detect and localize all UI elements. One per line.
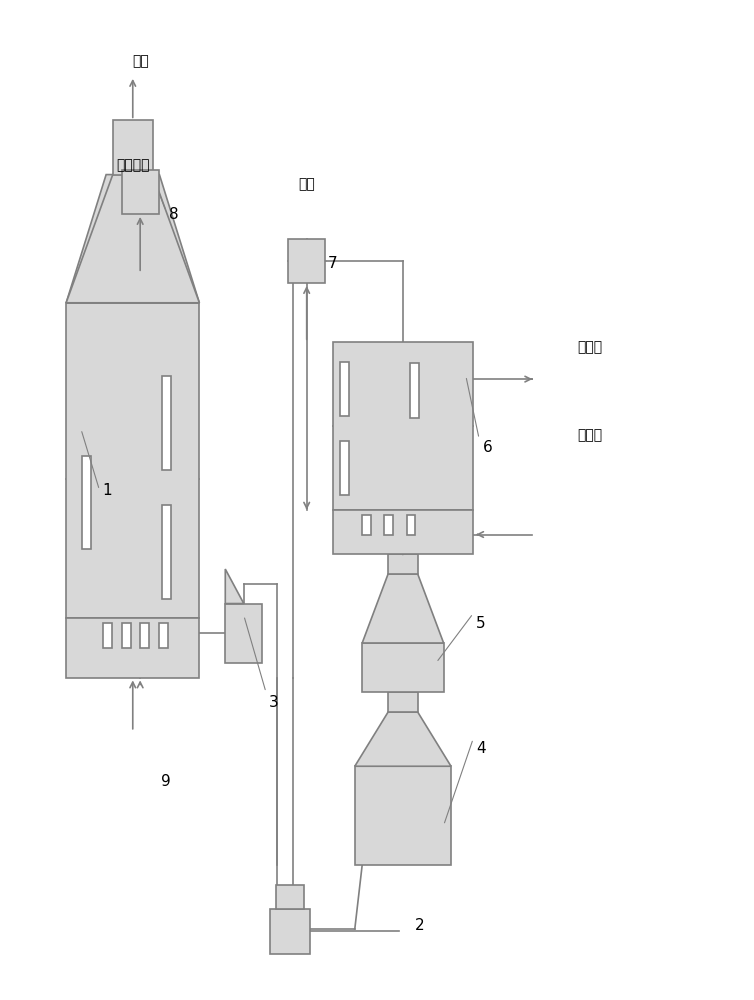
Text: 5: 5 [476, 616, 486, 631]
Text: 2: 2 [415, 918, 425, 934]
FancyBboxPatch shape [103, 623, 112, 648]
Text: 3: 3 [268, 695, 278, 710]
FancyBboxPatch shape [362, 643, 443, 692]
FancyBboxPatch shape [121, 623, 130, 648]
Text: 4: 4 [476, 741, 486, 756]
FancyBboxPatch shape [225, 604, 262, 663]
Text: 载气: 载气 [299, 177, 315, 191]
FancyBboxPatch shape [162, 376, 171, 470]
FancyBboxPatch shape [406, 515, 415, 535]
FancyBboxPatch shape [66, 618, 199, 678]
Text: 有机废气: 有机废气 [116, 158, 149, 172]
Text: 7: 7 [328, 256, 337, 271]
Text: 6: 6 [483, 440, 493, 455]
Polygon shape [66, 175, 199, 303]
Polygon shape [276, 885, 305, 909]
FancyBboxPatch shape [82, 456, 91, 549]
FancyBboxPatch shape [340, 441, 349, 495]
FancyBboxPatch shape [340, 362, 349, 416]
Text: 9: 9 [161, 774, 171, 789]
Polygon shape [225, 569, 244, 604]
FancyBboxPatch shape [288, 239, 325, 283]
Text: 浓缩气: 浓缩气 [577, 428, 602, 442]
FancyBboxPatch shape [66, 303, 199, 618]
Text: 载气: 载气 [132, 54, 149, 68]
Polygon shape [362, 574, 443, 643]
FancyBboxPatch shape [333, 510, 474, 554]
FancyBboxPatch shape [388, 692, 418, 712]
FancyBboxPatch shape [121, 170, 158, 214]
FancyBboxPatch shape [388, 554, 418, 574]
Text: 1: 1 [102, 483, 112, 498]
Polygon shape [390, 519, 416, 554]
FancyBboxPatch shape [355, 766, 451, 865]
FancyBboxPatch shape [162, 505, 171, 599]
FancyBboxPatch shape [158, 623, 167, 648]
Text: 吹扫气: 吹扫气 [577, 340, 602, 354]
Polygon shape [66, 175, 199, 303]
FancyBboxPatch shape [362, 515, 371, 535]
FancyBboxPatch shape [113, 120, 153, 175]
FancyBboxPatch shape [140, 623, 149, 648]
FancyBboxPatch shape [385, 515, 394, 535]
FancyBboxPatch shape [333, 342, 474, 510]
FancyBboxPatch shape [410, 363, 418, 418]
FancyBboxPatch shape [270, 909, 311, 954]
Text: 8: 8 [169, 207, 178, 222]
Polygon shape [355, 712, 451, 766]
